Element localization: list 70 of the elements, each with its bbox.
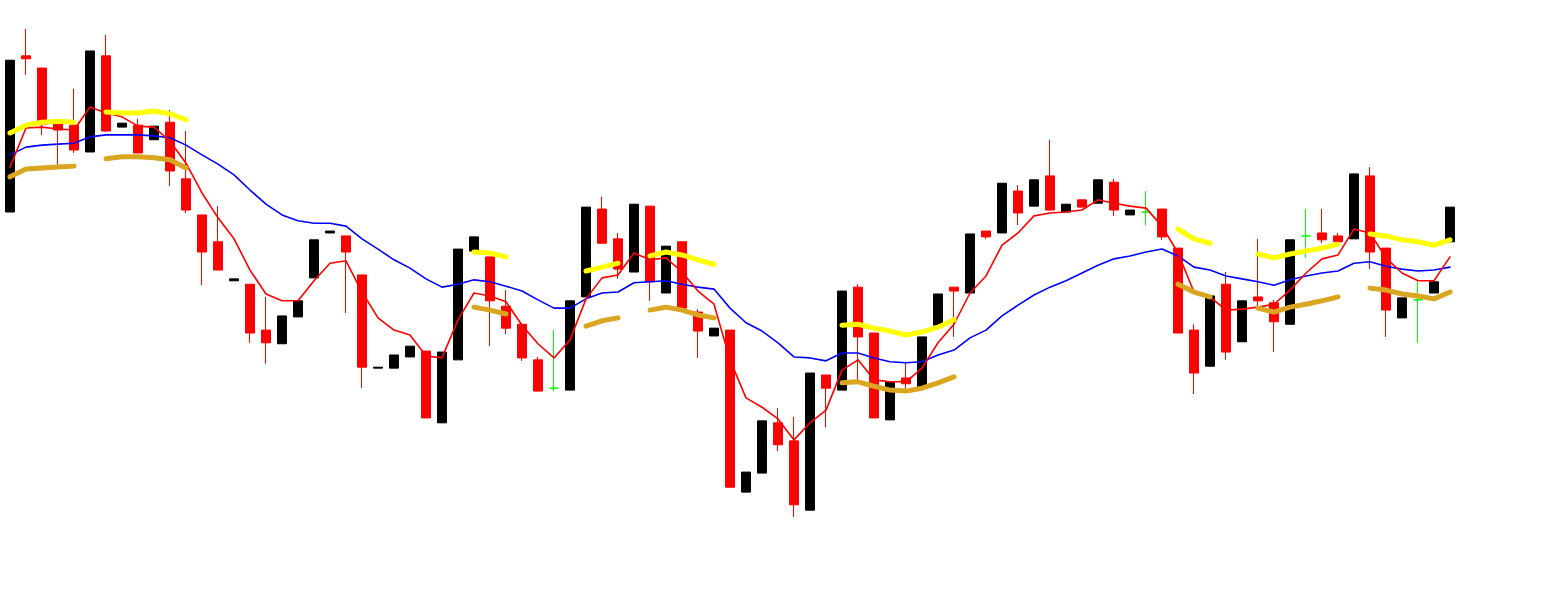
candlestick [1429, 281, 1439, 294]
candlestick [1013, 184, 1023, 226]
candlestick [405, 345, 415, 358]
candlestick [1109, 178, 1119, 217]
candlestick [1413, 281, 1423, 344]
candlestick [869, 332, 879, 419]
candlestick [453, 248, 463, 361]
candlestick [1301, 208, 1311, 259]
candlestick [325, 230, 335, 234]
candlestick [1077, 199, 1087, 208]
candlestick [645, 205, 655, 302]
candlestick [1029, 179, 1039, 207]
candlestick [245, 283, 255, 344]
candlestick [853, 283, 863, 381]
candlestick [517, 323, 527, 362]
candlestick [1253, 238, 1263, 308]
candlestick [133, 118, 143, 154]
candlestick [373, 366, 383, 369]
candlestick [261, 296, 271, 365]
candlestick [117, 122, 127, 128]
candlestick [1173, 247, 1183, 334]
candlestick [181, 130, 191, 214]
candlestick [1045, 139, 1055, 211]
candlestick [565, 300, 575, 391]
candlestick [949, 286, 959, 338]
candlestick [933, 293, 943, 326]
candlestick [997, 182, 1007, 234]
candlestick [1093, 179, 1103, 204]
candlestick [741, 471, 751, 493]
candlestick [1157, 208, 1167, 241]
candlestick [437, 351, 447, 424]
candlestick [21, 28, 31, 76]
candlestick [213, 205, 223, 271]
candlestick [597, 196, 607, 244]
candlestick [1397, 297, 1407, 319]
candlestick [1141, 190, 1151, 226]
candlestick [1189, 323, 1199, 395]
candlestick [981, 230, 991, 240]
candlestick [485, 256, 495, 347]
candlestick [357, 274, 367, 389]
candlestick [821, 374, 831, 428]
candlestick [533, 356, 543, 392]
candlestick [277, 315, 287, 345]
candlestick [341, 235, 351, 314]
candlestick [421, 350, 431, 419]
candlestick [1317, 208, 1327, 244]
candlestick [85, 50, 95, 153]
candlestick [1205, 295, 1215, 367]
candlestick [229, 278, 239, 282]
candlestick [1349, 173, 1359, 240]
candlestick [1333, 232, 1343, 243]
candlestick [1221, 271, 1231, 361]
candlestick [1125, 209, 1135, 216]
candlestick [965, 233, 975, 294]
candlestick [53, 123, 63, 166]
candlestick [197, 214, 207, 286]
candlestick [309, 239, 319, 279]
candlestick [293, 300, 303, 318]
candlestick [709, 327, 719, 337]
candlestick [469, 236, 479, 252]
candlestick [5, 59, 15, 213]
candlestick [581, 206, 591, 298]
candlestick [1445, 206, 1455, 243]
candlestick [549, 329, 559, 392]
candlestick [629, 203, 639, 273]
candlestick [1365, 166, 1375, 270]
candlestick [757, 420, 767, 474]
candlestick [805, 372, 815, 511]
candlestick [389, 354, 399, 369]
candlestick [1237, 300, 1247, 343]
